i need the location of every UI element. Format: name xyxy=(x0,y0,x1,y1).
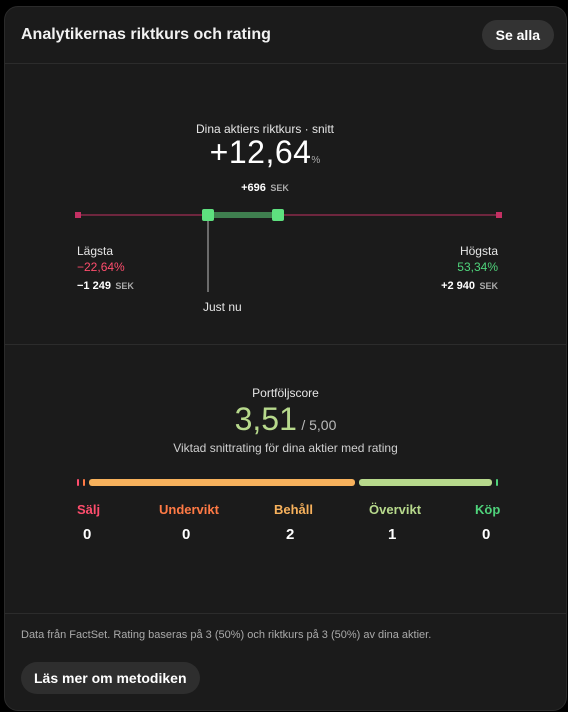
current-price-marker xyxy=(202,209,214,221)
avg-target-marker xyxy=(272,209,284,221)
high-marker xyxy=(496,212,502,218)
low-pct: −22,64% xyxy=(77,260,125,274)
now-label: Just nu xyxy=(203,300,242,314)
data-source-note: Data från FactSet. Rating baseras på 3 (… xyxy=(21,629,432,641)
category-buy-label: Köp xyxy=(475,502,501,517)
underweight-segment xyxy=(83,479,85,486)
high-label: Högsta xyxy=(459,244,498,258)
target-label: Dina aktiers riktkurs · snitt xyxy=(195,122,335,136)
hold-segment xyxy=(89,479,355,486)
portfolio-score-max: / 5,00 xyxy=(301,417,337,433)
low-sek-row: −1 249 SEK xyxy=(77,276,134,294)
rating-section: Portföljscore 3,51 / 5,00 Viktad snittra… xyxy=(5,345,566,614)
portfolio-score: 3,51 / 5,00 xyxy=(5,401,566,438)
target-average-sek: +696 xyxy=(241,182,266,194)
category-hold-count: 2 xyxy=(286,526,295,543)
category-underweight-label: Undervikt xyxy=(159,502,219,517)
high-pct: 53,34% xyxy=(457,260,498,274)
overweight-segment xyxy=(359,479,492,486)
high-sek: +2 940 xyxy=(441,280,476,292)
category-buy-count: 0 xyxy=(482,526,491,543)
see-all-button[interactable]: Se alla xyxy=(481,20,554,50)
current-range-bar xyxy=(208,212,278,218)
target-range-chart xyxy=(75,209,502,292)
sell-segment xyxy=(77,479,79,486)
rating-label: Portföljscore xyxy=(252,386,319,400)
card-header: Analytikernas riktkurs och rating Se all… xyxy=(5,7,566,64)
sek-unit: SEK xyxy=(115,281,134,291)
pct-unit: % xyxy=(311,155,321,166)
rating-subtitle: Viktad snittrating för dina aktier med r… xyxy=(173,441,398,455)
buy-segment xyxy=(496,479,498,486)
category-sell-label: Sälj xyxy=(77,502,101,517)
sek-unit: SEK xyxy=(270,183,289,193)
category-overweight-count: 1 xyxy=(388,526,397,543)
card-title: Analytikernas riktkurs och rating xyxy=(21,26,271,43)
category-overweight-label: Övervikt xyxy=(369,502,422,517)
high-sek-row: +2 940 SEK xyxy=(441,276,498,294)
portfolio-score-value: 3,51 xyxy=(234,401,297,437)
target-average-sek-row: +696 SEK xyxy=(5,178,525,196)
category-hold-label: Behåll xyxy=(274,502,314,517)
low-label: Lägsta xyxy=(77,244,114,258)
low-sek: −1 249 xyxy=(77,280,111,292)
category-underweight-count: 0 xyxy=(182,526,191,543)
read-methodology-button[interactable]: Läs mer om metodiken xyxy=(21,662,200,694)
target-average: +12,64% xyxy=(5,134,525,171)
low-marker xyxy=(75,212,81,218)
analyst-card: Analytikernas riktkurs och rating Se all… xyxy=(4,6,567,711)
target-price-section: Dina aktiers riktkurs · snitt +12,64% +6… xyxy=(5,64,566,345)
rating-bar xyxy=(77,479,498,486)
category-sell-count: 0 xyxy=(83,526,92,543)
target-average-pct: +12,64 xyxy=(209,134,312,170)
sek-unit: SEK xyxy=(479,281,498,291)
